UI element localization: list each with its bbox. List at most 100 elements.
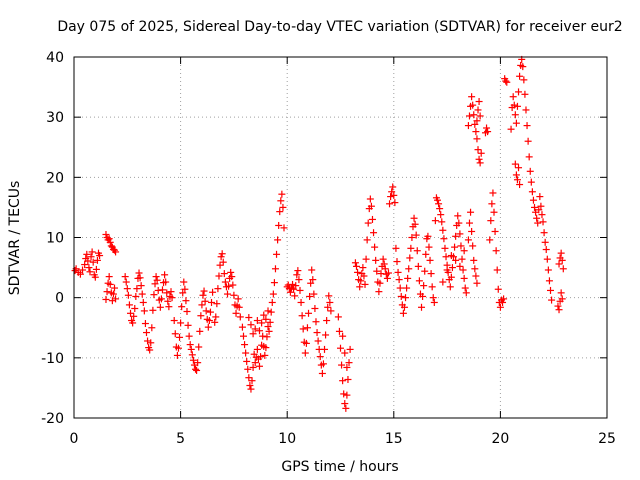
data-point — [380, 260, 388, 268]
data-point — [443, 266, 451, 274]
data-point — [486, 236, 494, 244]
data-point — [483, 124, 491, 132]
data-point — [460, 274, 468, 282]
data-point — [251, 359, 259, 367]
data-point — [259, 332, 267, 340]
data-point — [474, 146, 482, 154]
data-point — [362, 255, 370, 263]
data-point — [194, 359, 202, 367]
data-point — [427, 270, 435, 278]
data-point — [421, 267, 429, 275]
data-point — [460, 247, 468, 255]
data-point — [229, 281, 237, 289]
data-point — [133, 285, 141, 293]
data-point — [208, 298, 216, 306]
data-point — [468, 93, 476, 101]
data-point — [512, 171, 520, 179]
data-point — [264, 307, 272, 315]
data-point — [457, 242, 465, 250]
data-point — [184, 321, 192, 329]
data-point — [395, 276, 403, 284]
data-point — [360, 272, 368, 280]
data-point — [371, 243, 379, 251]
data-point — [284, 281, 292, 289]
data-point — [106, 280, 114, 288]
data-point — [220, 270, 228, 278]
data-point — [178, 303, 186, 311]
data-point — [303, 324, 311, 332]
data-point — [491, 227, 499, 235]
data-point — [555, 306, 563, 314]
data-point — [527, 178, 535, 186]
data-point — [474, 106, 482, 114]
data-point — [528, 188, 536, 196]
data-point — [436, 205, 444, 213]
data-point — [211, 318, 219, 326]
data-point — [227, 268, 235, 276]
data-point — [162, 278, 170, 286]
data-point — [325, 292, 333, 300]
data-point — [217, 253, 225, 261]
data-point — [339, 332, 347, 340]
data-point — [354, 268, 362, 276]
x-tick-label: 10 — [278, 431, 296, 447]
data-point — [509, 93, 517, 101]
data-point — [183, 308, 191, 316]
data-point — [312, 318, 320, 326]
data-point — [198, 301, 206, 309]
data-point — [262, 315, 270, 323]
data-point — [387, 193, 395, 201]
data-point — [447, 252, 455, 260]
data-point — [86, 268, 94, 276]
data-point — [351, 259, 359, 267]
data-point — [189, 356, 197, 364]
data-point — [364, 219, 372, 227]
data-point — [464, 236, 472, 244]
data-point — [142, 329, 150, 337]
data-point — [246, 382, 254, 390]
data-point — [167, 288, 175, 296]
data-point — [298, 312, 306, 320]
data-point — [547, 286, 555, 294]
data-point — [126, 309, 134, 317]
data-point — [129, 319, 137, 327]
data-point — [187, 345, 195, 353]
data-point — [251, 325, 259, 333]
data-point — [232, 309, 240, 317]
y-axis-label: SDTVAR / TECUs — [7, 181, 23, 296]
y-tick-label: 0 — [55, 291, 64, 307]
data-point — [376, 279, 384, 287]
data-point — [234, 295, 242, 303]
data-point — [397, 292, 405, 300]
data-point — [446, 283, 454, 291]
data-point — [267, 308, 275, 316]
data-point — [534, 219, 542, 227]
plot-frame — [73, 56, 608, 419]
x-tick-label: 25 — [598, 431, 616, 447]
data-point — [400, 303, 408, 311]
data-point — [286, 288, 294, 296]
data-point — [247, 321, 255, 329]
data-point — [158, 286, 166, 294]
data-point — [437, 211, 445, 219]
data-point — [405, 265, 413, 273]
data-point — [218, 250, 226, 258]
data-point — [109, 290, 117, 298]
data-point — [386, 200, 394, 208]
data-point — [264, 323, 272, 331]
data-point — [439, 278, 447, 286]
data-point — [475, 155, 483, 163]
data-point — [339, 377, 347, 385]
data-point — [558, 256, 566, 264]
data-point — [248, 377, 256, 385]
data-point — [84, 257, 92, 265]
data-point — [543, 255, 551, 263]
data-point — [201, 297, 209, 305]
data-point — [221, 278, 229, 286]
data-point — [270, 279, 278, 287]
data-point — [516, 181, 524, 189]
data-point — [542, 246, 550, 254]
data-point — [102, 230, 110, 238]
data-point — [326, 298, 334, 306]
